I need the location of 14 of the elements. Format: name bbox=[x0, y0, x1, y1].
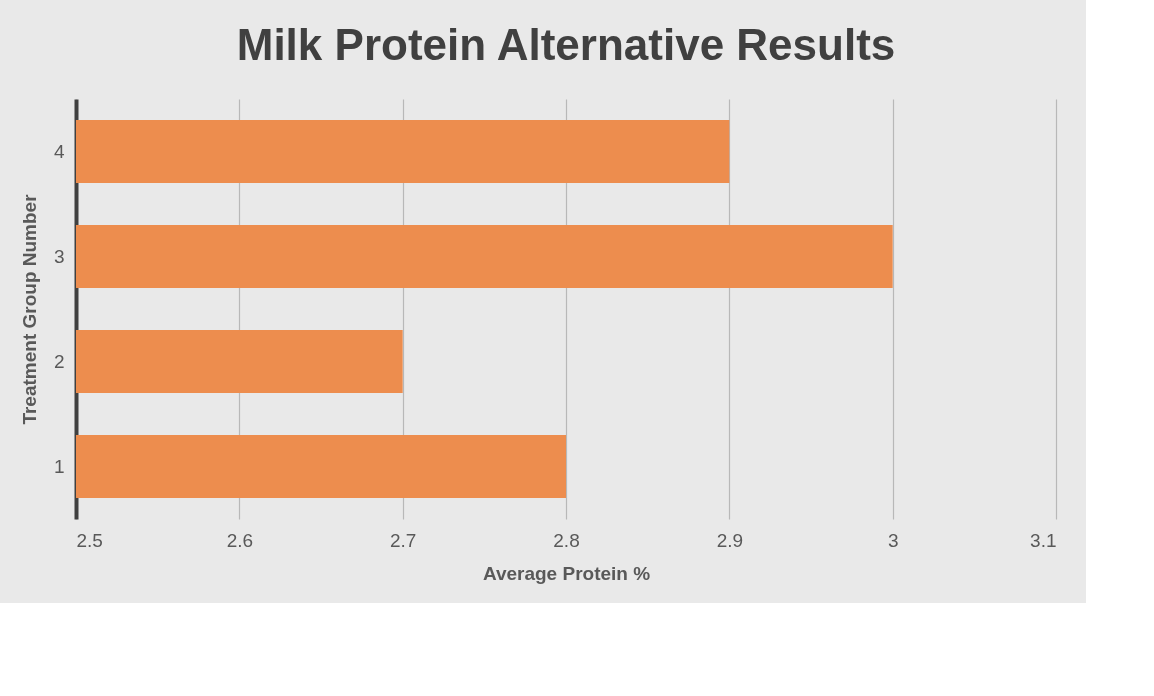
x-tick-label: 3.1 bbox=[1030, 529, 1057, 551]
y-tick-label: 4 bbox=[53, 140, 65, 162]
x-tick-label: 2.8 bbox=[553, 529, 580, 551]
x-tick-label: 3 bbox=[887, 529, 899, 551]
y-tick-label: 3 bbox=[53, 245, 65, 267]
x-tick-label: 2.7 bbox=[389, 529, 417, 551]
x-tick-label: 2.9 bbox=[716, 529, 744, 551]
y-tick-label: 2 bbox=[53, 350, 65, 372]
y-axis-title: Treatment Group Number bbox=[18, 193, 40, 425]
chart-title: Milk Protein Alternative Results bbox=[236, 20, 896, 69]
y-tick-label: 1 bbox=[53, 455, 65, 477]
x-tick-label: 2.6 bbox=[226, 529, 254, 551]
x-tick-label: 2.5 bbox=[76, 529, 103, 551]
x-axis-title: Average Protein % bbox=[482, 562, 651, 584]
